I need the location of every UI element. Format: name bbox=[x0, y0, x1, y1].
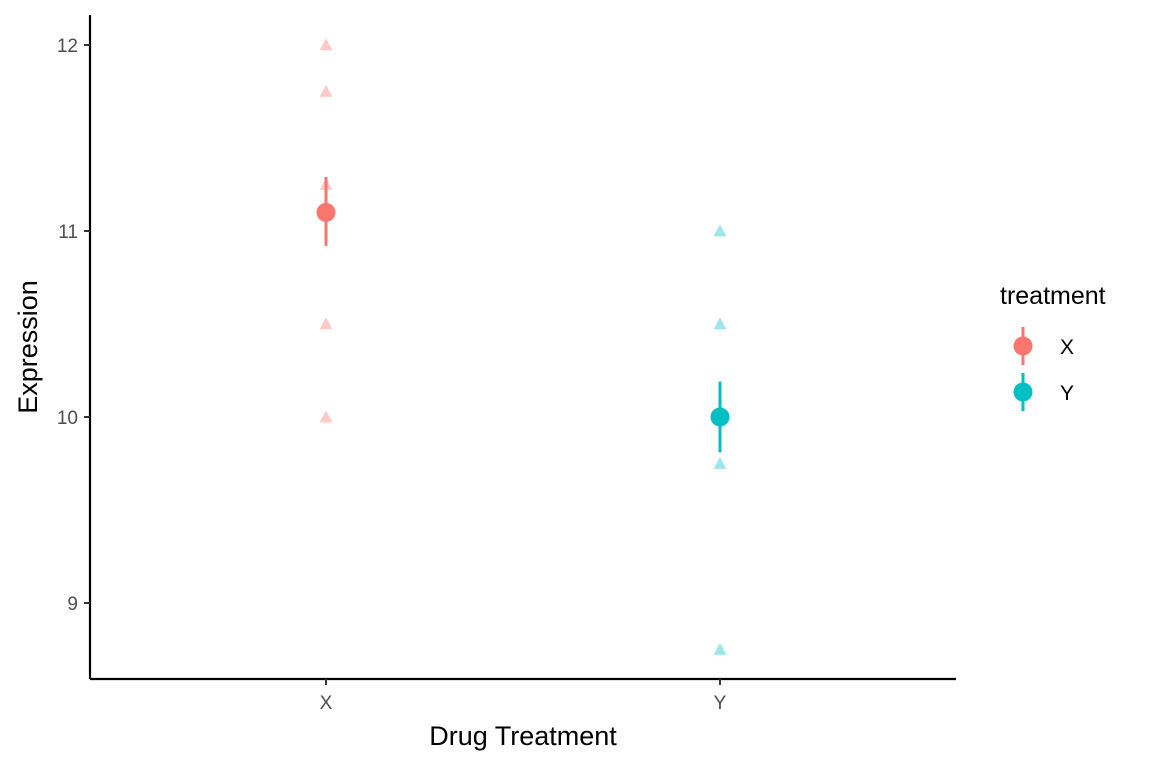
plot-panel bbox=[316, 38, 730, 655]
legend-label: Y bbox=[1060, 382, 1074, 405]
raw-point-y bbox=[713, 224, 727, 237]
raw-point-x bbox=[319, 317, 333, 330]
raw-point-x bbox=[319, 84, 333, 97]
x-axis-title: Drug Treatment bbox=[429, 721, 617, 751]
legend: treatment XY bbox=[1000, 282, 1106, 411]
y-axis-title: Expression bbox=[13, 280, 43, 414]
mean-point-x bbox=[316, 202, 336, 222]
legend-label: X bbox=[1060, 336, 1074, 359]
mean-point-y bbox=[710, 407, 730, 427]
x-tick-label: Y bbox=[714, 693, 727, 714]
y-tick-label: 11 bbox=[58, 222, 78, 243]
legend-key-point bbox=[1013, 382, 1033, 402]
legend-item-x: X bbox=[1013, 327, 1074, 365]
y-tick-label: 12 bbox=[57, 36, 78, 57]
legend-items: XY bbox=[1013, 327, 1074, 411]
raw-point-y bbox=[713, 642, 727, 655]
y-tick-label: 9 bbox=[67, 594, 78, 615]
summary-layer bbox=[316, 177, 730, 453]
legend-item-y: Y bbox=[1013, 373, 1074, 411]
raw-point-y bbox=[713, 317, 727, 330]
x-tick-label: X bbox=[320, 693, 333, 714]
y-axis-ticks: 9 10 11 12 bbox=[57, 36, 90, 615]
raw-point-x bbox=[319, 38, 333, 51]
raw-point-y bbox=[713, 456, 727, 469]
legend-title: treatment bbox=[1000, 282, 1106, 310]
legend-key-point bbox=[1013, 336, 1033, 356]
y-tick-label: 10 bbox=[57, 408, 78, 429]
raw-point-x bbox=[319, 410, 333, 423]
raw-points-layer bbox=[319, 38, 727, 655]
